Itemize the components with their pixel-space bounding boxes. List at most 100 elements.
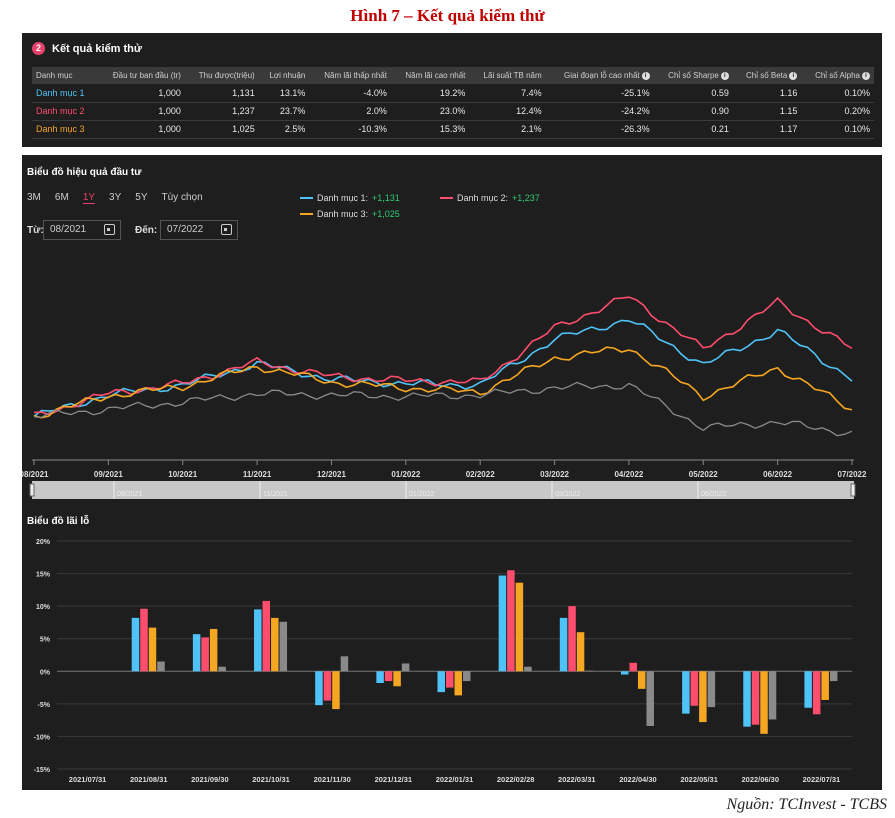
info-icon[interactable]: i	[641, 71, 650, 80]
info-icon[interactable]: i	[862, 71, 870, 80]
x-tick-label: 2022/04/30	[619, 775, 657, 784]
table-cell: 1,000	[97, 102, 185, 121]
series-line	[33, 296, 853, 416]
table-cell: 12.4%	[469, 102, 546, 121]
header-label: Lợi nhuận	[269, 71, 306, 80]
y-tick-label: -10%	[34, 734, 51, 741]
from-label: Từ:	[27, 225, 44, 236]
period-button[interactable]: 3Y	[109, 192, 122, 203]
legend-item[interactable]: Danh mục 3: +1,025	[300, 209, 400, 219]
x-tick-label: 2021/07/31	[69, 775, 107, 784]
x-tick-label: 2021/12/31	[375, 775, 413, 784]
bar	[629, 662, 637, 672]
info-icon[interactable]: i	[789, 71, 798, 80]
legend-item[interactable]: Danh mục 2: +1,237	[440, 193, 540, 203]
table-cell: 0.59	[653, 84, 733, 103]
table-cell: 15.3%	[390, 120, 470, 139]
table-cell: 1,025	[184, 120, 259, 139]
x-tick-label: 2021/10/31	[252, 775, 290, 784]
results-panel: 2 Kết quả kiểm thử Danh mục Đầu tư ban đầ…	[22, 33, 882, 147]
header-label: Năm lãi cao nhất	[405, 71, 466, 80]
table-cell: -4.0%	[309, 84, 391, 103]
results-title: Kết quả kiểm thử	[52, 42, 142, 55]
period-button[interactable]: 6M	[54, 192, 69, 203]
x-tick-label: 2022/02/28	[497, 775, 535, 784]
x-tick-label: 2021/11/30	[314, 775, 351, 784]
navigator-track	[32, 481, 854, 499]
bar	[507, 570, 515, 672]
to-date-input[interactable]: 07/2022	[160, 220, 238, 240]
period-button[interactable]: 5Y	[135, 192, 148, 203]
table-cell: 2.1%	[469, 120, 546, 139]
from-date-value: 08/2021	[50, 224, 87, 235]
table-row: Danh mục 1 1,000 1,131 13.1% -4.0% 19.2% 7.4% -…	[32, 84, 874, 103]
y-tick-label: 20%	[36, 539, 51, 546]
table-cell: -26.3%	[545, 120, 654, 139]
x-tick-label: 10/2021	[168, 470, 197, 479]
bar	[804, 671, 812, 708]
bar	[254, 609, 262, 672]
legend-value: +1,237	[512, 193, 540, 203]
calendar-icon[interactable]	[221, 224, 232, 235]
legend-item[interactable]: Danh mục 1: +1,131	[300, 193, 400, 203]
table-row: Danh mục 3 1,000 1,025 2.5% -10.3% 15.3% 2.1% -…	[32, 120, 874, 139]
table-cell: 1.15	[732, 102, 802, 121]
table-header-cell: Lợi nhuận	[258, 67, 310, 84]
x-tick-label: 12/2021	[317, 470, 346, 479]
table-cell: 0.90	[653, 102, 733, 121]
results-header: 2 Kết quả kiểm thử	[32, 42, 142, 55]
legend-swatch	[300, 213, 313, 215]
bar	[637, 671, 646, 689]
bar	[218, 666, 226, 672]
header-label: Giai đoạn lỗ cao nhất	[564, 71, 640, 80]
bar	[140, 608, 148, 672]
performance-title: Biểu đồ hiệu quả đầu tư	[27, 167, 142, 178]
table-row: Danh mục 2 1,000 1,237 23.7% 2.0% 23.0% 12.4% -…	[32, 102, 874, 121]
header-label: Lãi suất TB năm	[483, 71, 542, 80]
header-label: Chỉ số Alpha	[815, 71, 860, 80]
table-header-cell: Năm lãi thấp nhất	[309, 67, 391, 84]
y-tick-label: -15%	[34, 767, 51, 774]
info-icon[interactable]: i	[720, 71, 729, 80]
portfolio-name[interactable]: Danh mục 3	[32, 120, 98, 139]
performance-chart[interactable]: 08/2021 09/2021 10/2021 11/2021 12/2021 01/20…	[22, 245, 882, 595]
bar	[323, 671, 332, 701]
table-cell: 1,000	[97, 120, 185, 139]
portfolio-name[interactable]: Danh mục 2	[32, 102, 98, 121]
header-label: Danh mục	[36, 71, 73, 80]
step-badge: 2	[32, 42, 45, 55]
table-cell: 0.20%	[801, 102, 874, 121]
bar	[384, 671, 393, 682]
period-button[interactable]: 1Y	[82, 192, 96, 204]
bar	[454, 671, 462, 696]
period-button[interactable]: 3M	[27, 192, 41, 203]
y-tick-label: 10%	[36, 604, 51, 611]
bar	[446, 671, 454, 688]
x-tick-label: 11/2021	[243, 470, 272, 479]
period-button[interactable]: Tùy chọn	[161, 192, 203, 203]
bar	[157, 661, 165, 672]
x-tick-label: 2021/09/30	[191, 775, 229, 784]
table-cell: 23.7%	[258, 102, 310, 121]
portfolio-name[interactable]: Danh mục 1	[32, 84, 98, 103]
x-tick-label: 2022/03/31	[558, 775, 596, 784]
x-tick-label: 01/2022	[391, 470, 420, 479]
bar	[209, 628, 218, 672]
figure-title: Hình 7 – Kết quả kiểm thử	[350, 6, 545, 25]
table-cell: 7.4%	[469, 84, 546, 103]
navigator-tick-label: 11/2021	[263, 491, 288, 498]
from-date-input[interactable]: 08/2021	[43, 220, 121, 240]
bar	[743, 671, 751, 727]
pnl-chart[interactable]: 20% 15% 10% 5% 0% -5% -10% -15% 2021/07/31 2021/0…	[22, 533, 882, 788]
header-label: Năm lãi thấp nhất	[324, 71, 387, 80]
bar	[201, 637, 209, 672]
x-tick-label: 02/2022	[466, 470, 495, 479]
x-tick-label: 06/2022	[763, 470, 792, 479]
calendar-icon[interactable]	[104, 224, 115, 235]
bar	[620, 671, 629, 675]
x-tick-label: 09/2021	[94, 470, 123, 479]
navigator-handle	[850, 483, 856, 497]
bar	[699, 671, 707, 723]
bar	[751, 671, 760, 725]
bar	[437, 671, 445, 693]
